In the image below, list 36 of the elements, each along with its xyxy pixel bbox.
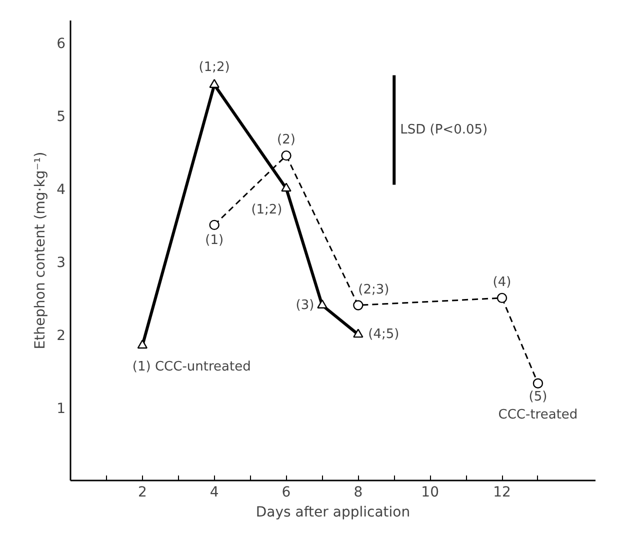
y-tick-label: 2	[56, 328, 66, 344]
annotation: CCC-treated	[498, 407, 578, 422]
annotation: (2;3)	[358, 282, 390, 298]
point	[353, 328, 364, 338]
annotation: (5)	[528, 389, 548, 404]
point	[317, 299, 328, 308]
annotation: (1)	[205, 232, 224, 248]
x-tick-label: 4	[210, 484, 219, 500]
point	[281, 150, 292, 161]
annotation: (1;2)	[251, 202, 282, 218]
annotation: LSD (P<0.05)	[400, 122, 488, 138]
annotation: (4)	[492, 274, 512, 290]
x-tick-label: 2	[138, 484, 147, 500]
x-tick-label: 8	[354, 484, 363, 500]
point	[209, 78, 220, 88]
y-tick-label: 3	[56, 254, 66, 271]
annotation: (1) CCC-untreated	[132, 359, 251, 374]
y-axis-title: Ethephon content (mg·kg⁻¹)	[32, 152, 49, 350]
y-tick-label: 4	[56, 182, 66, 198]
x-tick-label: 10	[421, 484, 440, 500]
y-tick-label: 5	[56, 108, 66, 125]
point	[209, 220, 220, 230]
point	[353, 300, 364, 310]
x-axis-title: Days after application	[256, 504, 410, 520]
point	[532, 378, 544, 388]
point	[137, 340, 148, 349]
annotation: (4;5)	[368, 326, 400, 342]
point	[281, 182, 292, 192]
annotation: (3)	[296, 298, 314, 313]
point	[496, 292, 508, 304]
y-tick-label: 1	[56, 400, 66, 417]
y-tick-label: 6	[56, 36, 66, 52]
x-tick-label: 6	[282, 484, 291, 500]
x-tick-label: 12	[493, 484, 511, 500]
annotation: (1;2)	[198, 60, 230, 75]
annotation: (2)	[277, 132, 296, 148]
